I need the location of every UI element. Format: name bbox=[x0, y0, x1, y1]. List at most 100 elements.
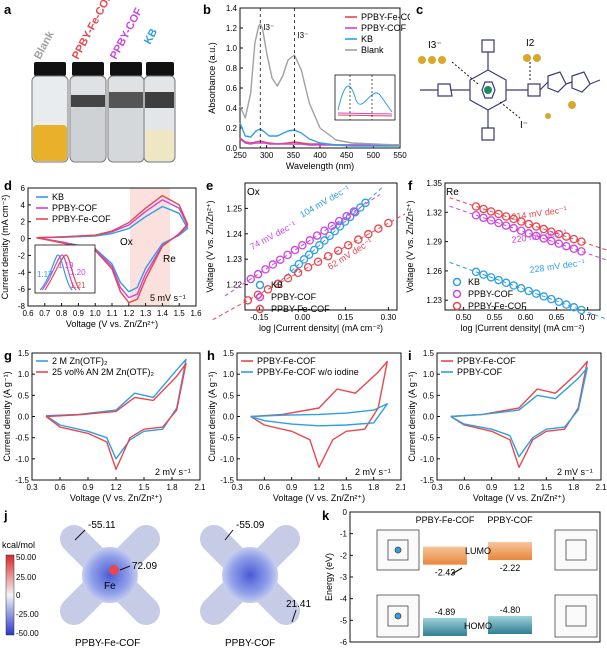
vial-label-fe-cof: PPBY-Fe-COF bbox=[70, 0, 115, 61]
x-tick-label: 0.7 bbox=[39, 309, 51, 318]
panel-d-label: d bbox=[4, 178, 12, 193]
point-ppby-cof bbox=[577, 247, 586, 256]
y-tick-label: -4 bbox=[18, 268, 26, 277]
y-tick-label: 0.6 bbox=[226, 84, 238, 93]
y-tick-label: -3 bbox=[340, 573, 348, 582]
x-tick-label: 0.3 bbox=[231, 483, 243, 492]
point-ppby-cof bbox=[342, 212, 351, 221]
x-tick-label: 1.8 bbox=[568, 483, 580, 492]
x-tick-label: 1.2 bbox=[513, 483, 525, 492]
y-tick-label: -2 bbox=[18, 251, 26, 260]
legend-entry: PPBY-COF bbox=[457, 367, 503, 377]
homo-value: -4.89 bbox=[435, 607, 456, 617]
point-kb bbox=[531, 289, 541, 298]
point-kb bbox=[320, 236, 329, 245]
panel-b-label: b bbox=[203, 2, 211, 17]
x-tick-label: 0.3 bbox=[26, 483, 38, 492]
panel-j-esp-maps: j kcal/mol 50.00 25.00 0 -25.00 -50.00 -… bbox=[2, 508, 311, 649]
point-ppby-cof bbox=[349, 207, 359, 216]
x-tick-label: 1.4 bbox=[157, 309, 169, 318]
y-tick-label: -1.5 bbox=[420, 476, 434, 485]
point-kb bbox=[479, 270, 488, 279]
x-tick-label: 400 bbox=[313, 151, 327, 160]
x-tick-label: 1.5 bbox=[138, 483, 150, 492]
vial-label-blank: Blank bbox=[32, 29, 57, 62]
interaction-line-1 bbox=[451, 61, 479, 85]
point-ppby-fe-cof bbox=[569, 234, 579, 244]
cv-ppby-fe-cof bbox=[250, 360, 388, 468]
point-ppby-fe-cof bbox=[253, 290, 263, 300]
panel-i-label: i bbox=[408, 348, 412, 363]
y-tick-label: 0.4 bbox=[226, 104, 238, 113]
legend-marker bbox=[452, 277, 462, 287]
homo-bar bbox=[488, 616, 532, 634]
y-tick-label: -1.5 bbox=[220, 476, 234, 485]
y-tick-label: -8 bbox=[18, 302, 26, 311]
label-i-minus: I⁻ bbox=[520, 120, 528, 131]
point-ppby-fe-cof bbox=[374, 224, 383, 233]
point-kb bbox=[315, 241, 324, 250]
point-kb bbox=[516, 283, 526, 293]
cv-ppby-fe-cof bbox=[450, 360, 588, 468]
x-tick-label: 2.1 bbox=[395, 483, 405, 492]
i2-atom-1 bbox=[523, 54, 531, 62]
x-axis-label: Voltage (V vs. Zn/Zn²⁺) bbox=[473, 493, 565, 503]
legend-marker bbox=[452, 289, 462, 299]
esp-val-3: -55.09 bbox=[236, 520, 265, 531]
inset-b bbox=[334, 74, 396, 121]
scan-rate-d: 5 mV s⁻¹ bbox=[150, 293, 186, 303]
x-axis-label: Voltage (V vs. Zn/Zn²⁺) bbox=[70, 493, 162, 503]
point-ppby-fe-cof bbox=[323, 251, 333, 261]
x-tick-label: 1.2 bbox=[313, 483, 325, 492]
y-tick-label: 0.5 bbox=[423, 391, 435, 400]
molecule-thumbnails bbox=[376, 529, 598, 638]
y-tick-label: 0.0 bbox=[423, 413, 435, 422]
point-kb bbox=[309, 245, 319, 255]
x-tick-label: 0.3 bbox=[431, 483, 443, 492]
cv-ppby-cof bbox=[450, 367, 588, 458]
vial-cof bbox=[107, 62, 145, 163]
esp-fe-label: Fe bbox=[104, 581, 116, 592]
chart-i-plot: 0.3 0.6 0.9 1.2 1.5 1.8 2.1 -1.5 -1.0 -0.5 0.0 0.5 1… bbox=[407, 349, 607, 503]
y-tick-label: 1.25 bbox=[226, 204, 242, 213]
y-tick-label: -5 bbox=[340, 616, 348, 625]
point-kb bbox=[304, 250, 314, 259]
x-tick-label: -0.15 bbox=[250, 313, 269, 322]
point-ppby-cof bbox=[268, 260, 278, 269]
point-ppby-cof bbox=[562, 241, 571, 251]
x-tick-label: 0.65 bbox=[549, 313, 565, 322]
legend-entry: PPBY-Fe-COF bbox=[468, 301, 527, 311]
x-tick-label: 250 bbox=[233, 151, 247, 160]
y-tick-label: -0.5 bbox=[420, 434, 434, 443]
point-ppby-fe-cof bbox=[333, 246, 343, 255]
point-ppby-fe-cof bbox=[313, 257, 323, 266]
y-tick-label: 1.5 bbox=[423, 349, 435, 358]
point-ppby-fe-cof bbox=[516, 217, 526, 226]
point-ppby-fe-cof bbox=[303, 263, 313, 272]
i3-atom-2 bbox=[428, 56, 436, 64]
e-slope-cof: 74 mV dec⁻¹ bbox=[248, 219, 298, 252]
point-ppby-cof bbox=[261, 265, 270, 274]
fit-kb bbox=[275, 185, 384, 286]
y-tick-label: 0 bbox=[343, 508, 348, 517]
y-axis-label: Current density (A g⁻¹) bbox=[407, 371, 417, 461]
inset-val-2: 1.19 bbox=[58, 261, 74, 270]
cv-ppby-cof bbox=[36, 199, 189, 299]
scan-rate-g: 2 mV s⁻¹ bbox=[155, 467, 191, 477]
x-tick-label: 0.8 bbox=[56, 309, 68, 318]
y-tick-label: 1.5 bbox=[18, 349, 30, 358]
point-kb bbox=[340, 217, 350, 226]
fit-ppby-cof bbox=[224, 194, 381, 297]
esp-cof bbox=[199, 524, 301, 626]
panel-h-label: h bbox=[207, 348, 215, 363]
x-tick-label: 2.1 bbox=[194, 483, 205, 492]
i2-atom-2 bbox=[533, 54, 541, 62]
point-ppby-fe-cof bbox=[343, 240, 353, 250]
inset-d: 1.17 1.19 1.20 1.21 bbox=[34, 244, 96, 294]
panel-g-label: g bbox=[4, 348, 12, 363]
arrow-k bbox=[451, 567, 463, 575]
point-ppby-cof bbox=[479, 213, 488, 223]
point-ppby-cof bbox=[320, 226, 329, 236]
scan-rate-i: 2 mV s⁻¹ bbox=[557, 467, 593, 477]
point-ppby-cof bbox=[501, 221, 511, 230]
